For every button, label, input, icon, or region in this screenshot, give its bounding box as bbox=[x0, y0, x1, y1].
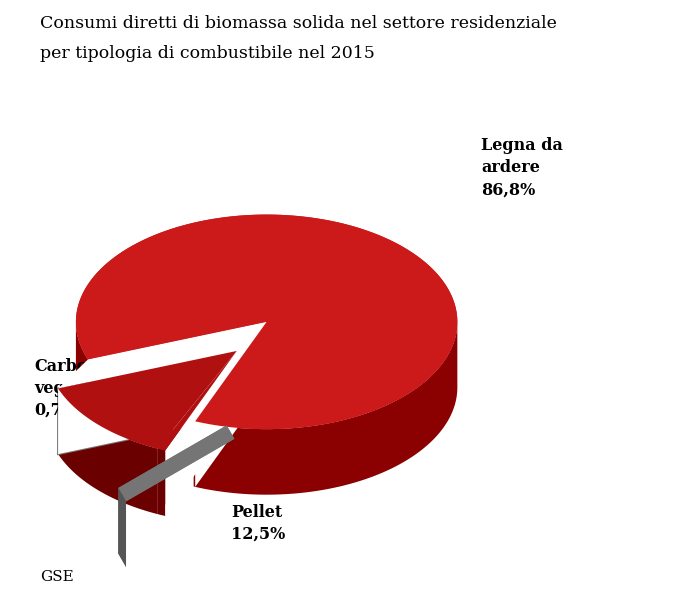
Text: Consumi diretti di biomassa solida nel settore residenziale: Consumi diretti di biomassa solida nel s… bbox=[40, 15, 557, 32]
Text: Carbone
vegetale
0,7%: Carbone vegetale 0,7% bbox=[34, 358, 109, 419]
Text: Pellet
12,5%: Pellet 12,5% bbox=[231, 504, 285, 543]
Polygon shape bbox=[58, 322, 267, 389]
Polygon shape bbox=[194, 322, 458, 495]
Polygon shape bbox=[76, 322, 88, 425]
Polygon shape bbox=[157, 351, 237, 451]
Polygon shape bbox=[58, 351, 237, 454]
Polygon shape bbox=[58, 351, 237, 454]
Text: GSE: GSE bbox=[40, 570, 74, 584]
Polygon shape bbox=[157, 351, 237, 514]
Polygon shape bbox=[58, 389, 157, 514]
Polygon shape bbox=[195, 322, 267, 487]
Polygon shape bbox=[76, 215, 458, 429]
Polygon shape bbox=[88, 322, 267, 425]
Polygon shape bbox=[157, 449, 166, 516]
Polygon shape bbox=[118, 426, 235, 501]
Polygon shape bbox=[118, 488, 126, 567]
Text: Legna da
ardere
86,8%: Legna da ardere 86,8% bbox=[481, 137, 563, 198]
Polygon shape bbox=[76, 215, 458, 429]
Polygon shape bbox=[88, 322, 267, 425]
Text: per tipologia di combustibile nel 2015: per tipologia di combustibile nel 2015 bbox=[40, 45, 375, 62]
Polygon shape bbox=[195, 322, 267, 487]
Polygon shape bbox=[58, 351, 237, 449]
Polygon shape bbox=[118, 426, 235, 501]
Polygon shape bbox=[166, 351, 237, 516]
Polygon shape bbox=[157, 351, 237, 451]
Polygon shape bbox=[58, 351, 237, 449]
Polygon shape bbox=[118, 488, 126, 567]
